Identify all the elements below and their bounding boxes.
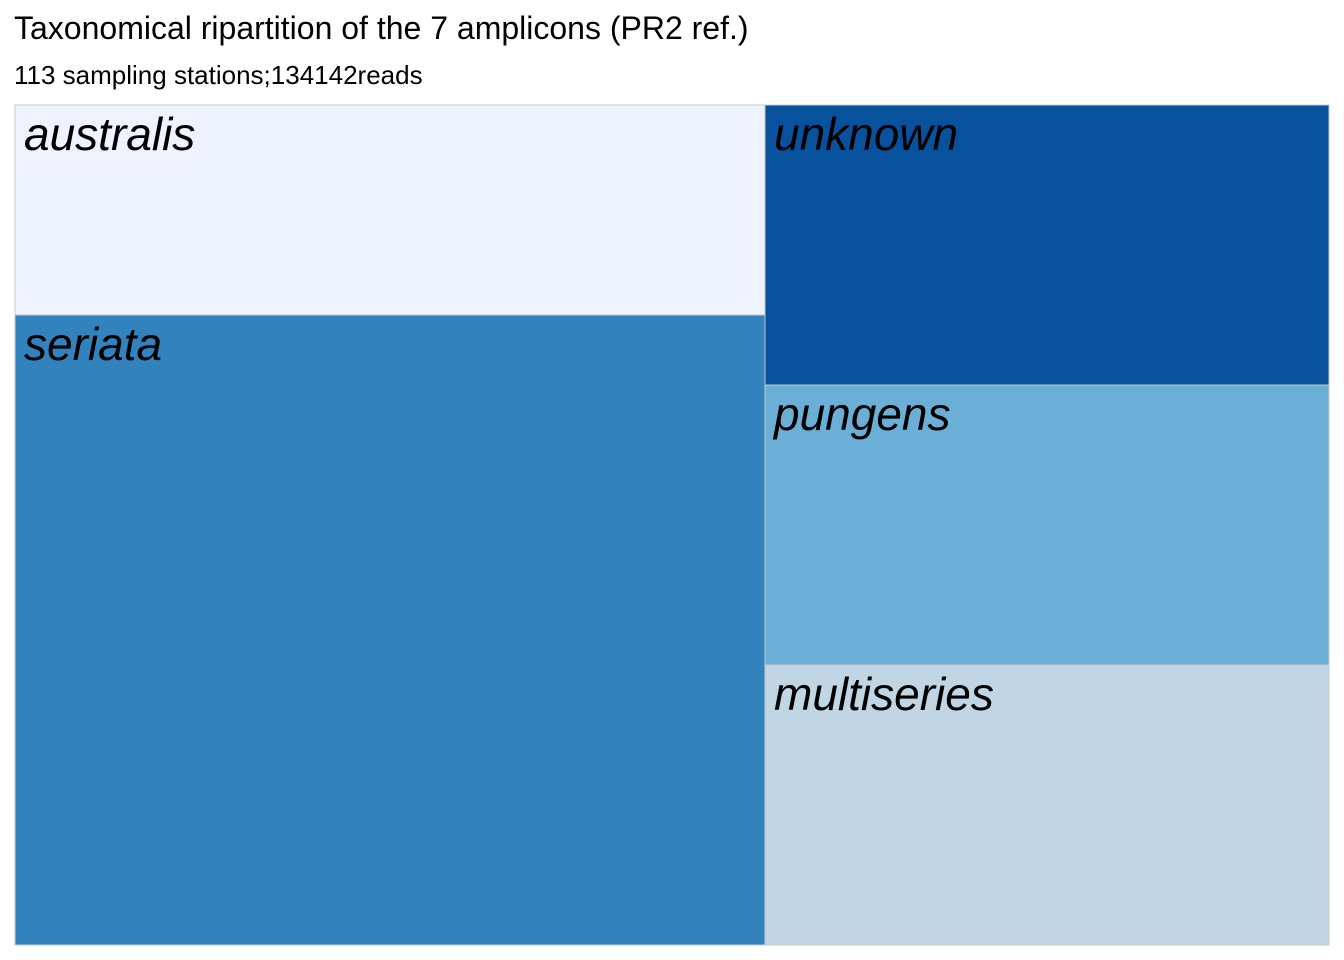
treemap-tile-australis (14, 104, 766, 316)
treemap-labels: australis seriata unknown pungens multiserie… (24, 108, 994, 720)
treemap-tile-multiseries (764, 664, 1330, 946)
treemap-tile-label-seriata: seriata (24, 318, 162, 370)
treemap-tile-label-multiseries: multiseries (774, 668, 994, 720)
treemap-tile-pungens (764, 384, 1330, 666)
treemap-tiles (14, 104, 1330, 946)
chart-subtitle: 113 sampling stations;134142reads (14, 60, 423, 90)
treemap-tile-label-australis: australis (24, 108, 195, 160)
treemap-tile-label-unknown: unknown (774, 108, 958, 160)
chart-title: Taxonomical ripartition of the 7 amplico… (14, 10, 749, 46)
treemap-tile-seriata (14, 314, 766, 946)
treemap-tile-label-pungens: pungens (772, 388, 951, 440)
treemap-tile-unknown (764, 104, 1330, 386)
